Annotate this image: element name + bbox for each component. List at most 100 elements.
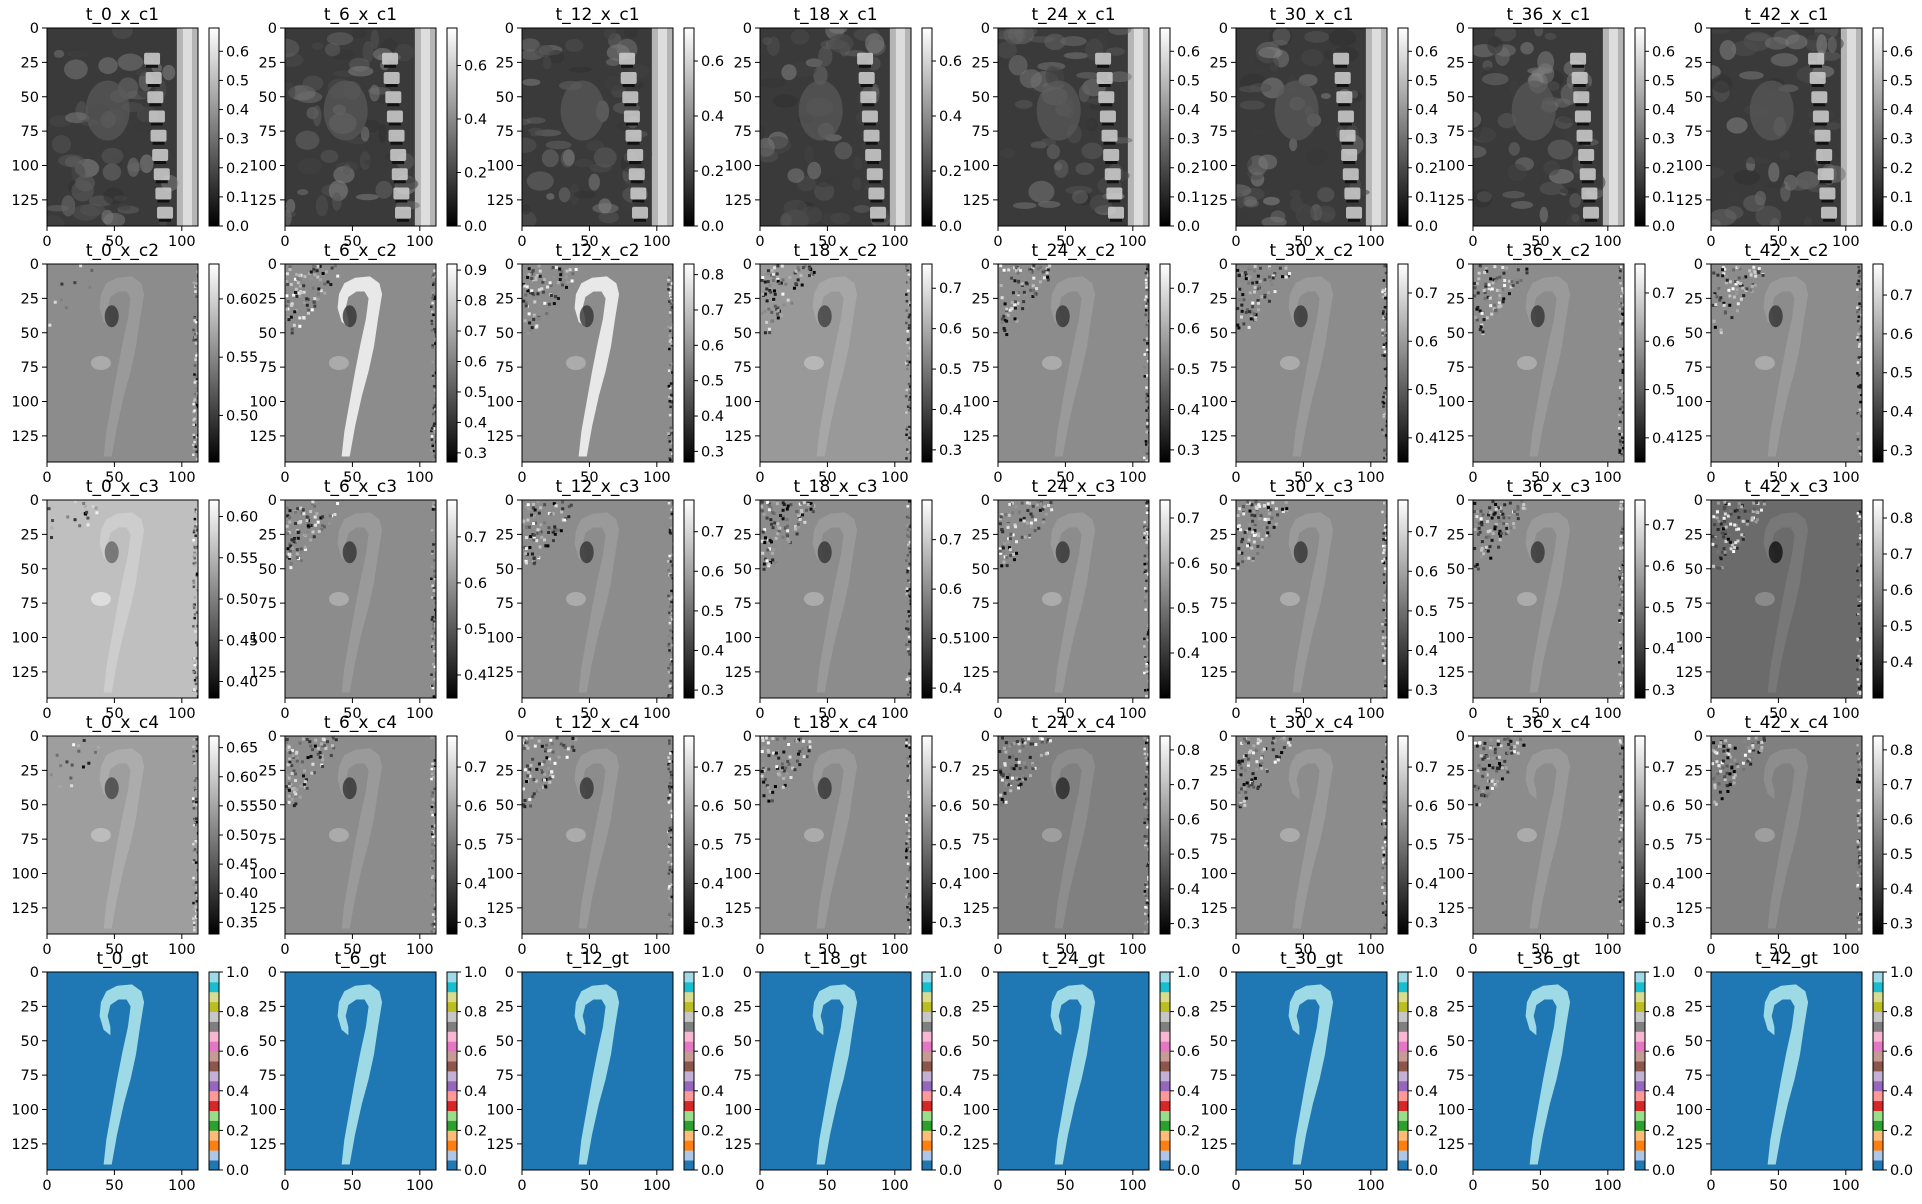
colorbar-tick-label: 0.7 [1415,525,1438,541]
colorbar-swatch [1635,1120,1645,1131]
y-tick-label: 50 [1210,326,1228,342]
y-tick-label: 125 [724,1137,752,1153]
colorbar-swatch [1873,1071,1883,1082]
colorbar-tick-label: 0.3 [1890,132,1913,148]
colorbar-swatch [447,1021,457,1032]
y-tick-label: 75 [1447,1068,1465,1084]
colorbar-swatch [922,1001,932,1012]
colorbar-swatch [1873,1011,1883,1022]
y-tick-label: 100 [1675,1103,1703,1119]
colorbar-swatch [1160,1001,1170,1012]
image-frame [46,263,199,463]
x-tick-label: 0 [993,706,1002,722]
colorbar-tick-label: 0.5 [701,604,724,620]
colorbar-tick-label: 0.7 [1652,760,1675,776]
image-frame [759,499,912,699]
colorbar-tick-label: 0.7 [1177,778,1200,794]
colorbar-tick-label: 0.0 [226,219,249,235]
colorbar: 0.0 0.2 0.4 0.6 0.8 1.0 [1159,965,1200,1179]
panel-title: t_18_x_c4 [793,713,877,733]
image-velocity [760,500,911,698]
colorbar-swatch [684,1080,694,1092]
colorbar-gradient [1160,264,1170,462]
colorbar-tick-label: 0.0 [464,1163,487,1179]
x-tick-label: 0 [755,1178,764,1194]
image-velocity [522,264,673,462]
colorbar: 0.0 0.2 0.4 0.6 0.8 1.0 [683,965,724,1179]
y-tick-label: 50 [1447,1034,1465,1050]
colorbar-tick-label: 0.8 [464,294,487,310]
colorbar-tick-label: 0.7 [1890,778,1913,794]
colorbar-swatch [209,1100,219,1111]
panel-title: t_36_x_c2 [1506,241,1590,261]
colorbar-tick-label: 0.6 [1177,322,1200,338]
colorbar-tick-label: 0.7 [939,281,962,297]
y-tick-label: 75 [1210,360,1228,376]
colorbar-tick-label: 0.9 [464,263,487,279]
y-tick-label: 0 [1694,493,1703,509]
image-frame [1472,27,1625,227]
colorbar-swatch [447,1150,457,1161]
colorbar: 0.0 0.1 0.2 0.3 0.4 0.5 0.6 [1634,27,1675,235]
colorbar-tick-label: 0.3 [1415,915,1438,931]
colorbar-swatch [209,1071,219,1082]
image-frame [1710,735,1863,935]
x-tick-label: 0 [1468,234,1477,250]
image-frame [759,263,912,463]
y-tick-label: 75 [1447,596,1465,612]
x-tick-label: 100 [168,1178,196,1194]
colorbar-tick-label: 0.6 [939,1044,962,1060]
colorbar-tick-label: 0.6 [1415,44,1438,60]
y-tick-label: 125 [249,193,277,209]
y-tick-label: 50 [1685,798,1703,814]
colorbar-swatch [1398,1080,1408,1092]
colorbar-swatch [1873,1110,1883,1121]
x-tick-label: 50 [1531,942,1549,958]
colorbar-swatch [1398,1130,1408,1141]
image-mask [522,972,673,1170]
x-tick-label: 100 [643,942,671,958]
y-tick-label: 50 [259,1034,277,1050]
colorbar-gradient [1873,28,1883,226]
y-tick-label: 75 [734,124,752,140]
image-frame [759,27,912,227]
panel-title: t_24_x_c2 [1031,241,1115,261]
colorbar-tick-label: 0.7 [464,760,487,776]
panel-t-42-x-c4: t_42_x_c4 0 25 50 75 100 125 0 50 100 0.3 0.4 0.5 0.6… [1675,713,1913,958]
colorbar-swatch [1635,1160,1645,1171]
colorbar-swatch [1398,1100,1408,1111]
image-anatomy [522,28,673,226]
y-tick-label: 75 [21,832,39,848]
y-tick-label: 0 [743,493,752,509]
panel-t-12-x-c4: t_12_x_c4 0 25 50 75 100 125 0 50 100 0.3 0.4 0.5 0.6… [486,713,724,958]
colorbar-swatch [1635,1011,1645,1022]
colorbar-tick-label: 0.4 [1890,655,1913,671]
x-tick-label: 100 [1357,234,1385,250]
y-tick-label: 0 [505,965,514,981]
y-tick-label: 0 [30,21,39,37]
colorbar-tick-label: 0.3 [464,446,487,462]
x-tick-label: 0 [280,1178,289,1194]
y-tick-label: 0 [505,257,514,273]
image-velocity [1711,736,1862,934]
colorbar-tick-label: 0.5 [1652,73,1675,89]
y-tick-label: 75 [496,360,514,376]
colorbar-swatch [447,1051,457,1062]
colorbar: 0.4 0.5 0.6 0.7 [446,499,487,699]
y-tick-label: 25 [259,55,277,71]
y-tick-label: 25 [21,999,39,1015]
colorbar-tick-label: 0.4 [464,112,487,128]
y-tick-label: 125 [1200,429,1228,445]
y-tick-label: 125 [1200,665,1228,681]
colorbar-tick-label: 0.7 [701,525,724,541]
y-tick-label: 50 [1210,1034,1228,1050]
colorbar-swatch [209,1110,219,1121]
y-tick-label: 0 [505,729,514,745]
colorbar: 0.4 0.5 0.6 0.7 [921,499,962,699]
colorbar-swatch [209,1011,219,1022]
panel-title: t_42_gt [1755,949,1818,969]
colorbar-swatch [684,1140,694,1151]
panel-title: t_6_x_c4 [324,713,397,733]
x-tick-label: 0 [1706,1178,1715,1194]
